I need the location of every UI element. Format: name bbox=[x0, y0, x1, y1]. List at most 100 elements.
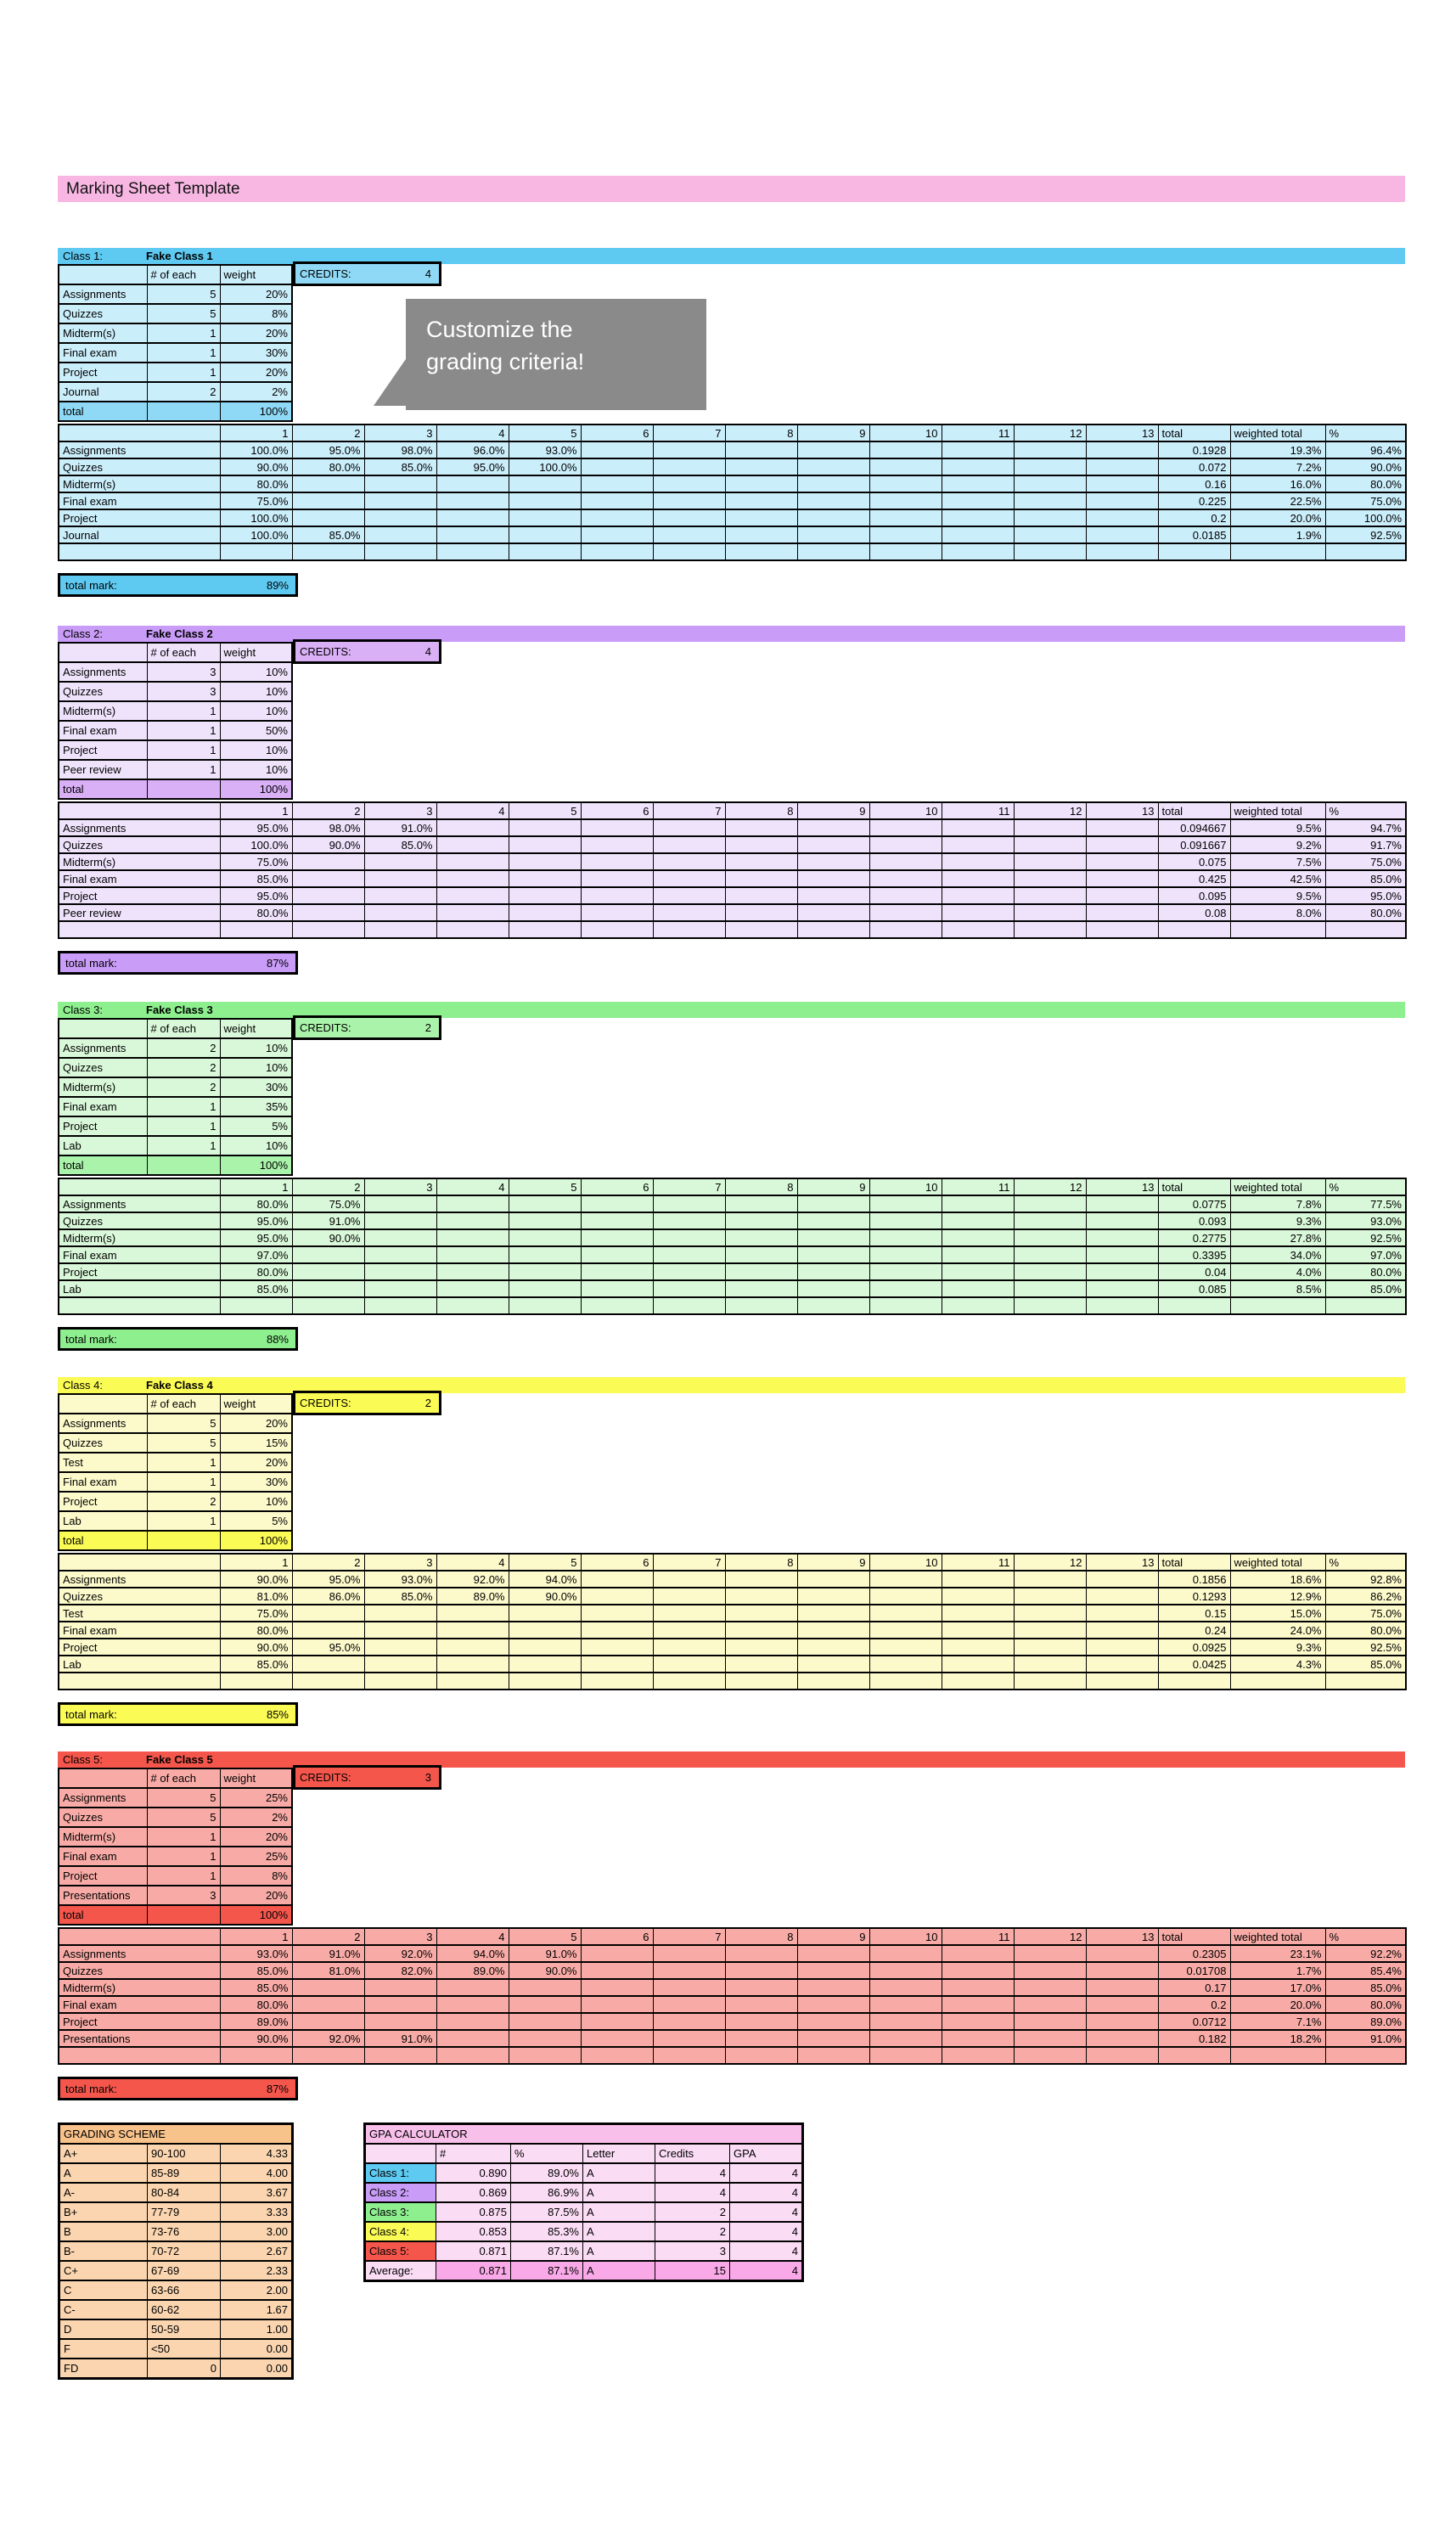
score-cell[interactable]: 85.0% bbox=[219, 1978, 293, 1997]
score-cell[interactable] bbox=[796, 818, 870, 837]
score-cell[interactable] bbox=[1085, 1961, 1159, 1980]
score-cell[interactable] bbox=[724, 1212, 798, 1230]
category-count-cell[interactable]: 1 bbox=[146, 342, 221, 363]
grade-gpa-cell[interactable]: 2.00 bbox=[219, 2280, 294, 2301]
score-cell[interactable]: 95.0% bbox=[291, 1638, 365, 1656]
score-cell[interactable]: 100.0% bbox=[219, 835, 293, 854]
score-cell[interactable] bbox=[724, 1262, 798, 1281]
score-cell[interactable] bbox=[796, 1604, 870, 1622]
grade-range-cell[interactable]: 0 bbox=[147, 2358, 221, 2380]
score-cell[interactable] bbox=[796, 509, 870, 527]
category-count-cell[interactable]: 2 bbox=[146, 1491, 221, 1512]
score-cell[interactable] bbox=[363, 1655, 437, 1673]
score-cell[interactable] bbox=[436, 1978, 509, 1997]
score-cell[interactable]: 85.0% bbox=[363, 458, 437, 476]
score-cell[interactable] bbox=[1013, 492, 1087, 510]
score-cell[interactable] bbox=[724, 1279, 798, 1298]
category-weight-cell[interactable]: 20% bbox=[219, 284, 293, 305]
score-cell[interactable] bbox=[508, 886, 582, 905]
score-cell[interactable]: 89.0% bbox=[436, 1961, 509, 1980]
score-cell[interactable] bbox=[941, 1279, 1015, 1298]
category-count-cell[interactable]: 5 bbox=[146, 303, 221, 324]
score-cell[interactable] bbox=[1085, 818, 1159, 837]
score-cell[interactable]: 97.0% bbox=[219, 1245, 293, 1264]
score-cell[interactable]: 90.0% bbox=[219, 1570, 293, 1588]
score-cell[interactable] bbox=[508, 1229, 582, 1247]
score-cell[interactable] bbox=[508, 869, 582, 888]
category-weight-cell[interactable]: 10% bbox=[219, 739, 293, 761]
score-cell[interactable]: 85.0% bbox=[219, 1961, 293, 1980]
score-cell[interactable] bbox=[1085, 509, 1159, 527]
score-cell[interactable] bbox=[1013, 1279, 1087, 1298]
score-cell[interactable] bbox=[1085, 1212, 1159, 1230]
grade-gpa-cell[interactable]: 3.67 bbox=[219, 2182, 294, 2203]
category-weight-cell[interactable]: 10% bbox=[219, 1037, 293, 1059]
score-cell[interactable] bbox=[363, 1995, 437, 2014]
score-cell[interactable] bbox=[652, 1604, 726, 1622]
score-cell[interactable] bbox=[652, 475, 726, 493]
score-cell[interactable] bbox=[1013, 886, 1087, 905]
score-cell[interactable] bbox=[580, 2012, 654, 2031]
score-cell[interactable] bbox=[508, 852, 582, 871]
category-count-cell[interactable]: 2 bbox=[146, 1037, 221, 1059]
score-cell[interactable] bbox=[1085, 1655, 1159, 1673]
category-count-cell[interactable]: 5 bbox=[146, 1807, 221, 1828]
score-cell[interactable] bbox=[1013, 1195, 1087, 1213]
score-cell[interactable]: 93.0% bbox=[219, 1944, 293, 1963]
score-cell[interactable] bbox=[796, 2012, 870, 2031]
score-cell[interactable] bbox=[1013, 1229, 1087, 1247]
score-cell[interactable] bbox=[724, 1655, 798, 1673]
score-cell[interactable] bbox=[1013, 1587, 1087, 1605]
category-count-cell[interactable]: 1 bbox=[146, 1116, 221, 1137]
credits-value[interactable]: 4 bbox=[424, 267, 431, 280]
score-cell[interactable] bbox=[291, 852, 365, 871]
score-cell[interactable] bbox=[869, 1604, 942, 1622]
score-cell[interactable] bbox=[363, 1604, 437, 1622]
score-cell[interactable] bbox=[508, 526, 582, 544]
score-cell[interactable] bbox=[869, 492, 942, 510]
score-cell[interactable] bbox=[436, 526, 509, 544]
category-count-cell[interactable]: 1 bbox=[146, 323, 221, 344]
score-cell[interactable] bbox=[291, 509, 365, 527]
score-cell[interactable] bbox=[1085, 903, 1159, 922]
score-cell[interactable] bbox=[291, 475, 365, 493]
score-cell[interactable] bbox=[796, 903, 870, 922]
score-cell[interactable] bbox=[1085, 1944, 1159, 1963]
score-cell[interactable] bbox=[436, 1638, 509, 1656]
score-cell[interactable] bbox=[869, 509, 942, 527]
score-cell[interactable] bbox=[580, 1245, 654, 1264]
score-cell[interactable] bbox=[869, 1262, 942, 1281]
score-cell[interactable]: 90.0% bbox=[508, 1587, 582, 1605]
gpa-credits-cell[interactable]: 2 bbox=[655, 2201, 730, 2223]
category-weight-cell[interactable]: 10% bbox=[219, 1491, 293, 1512]
score-cell[interactable] bbox=[580, 2029, 654, 2048]
score-cell[interactable] bbox=[724, 1995, 798, 2014]
score-cell[interactable] bbox=[724, 1570, 798, 1588]
score-cell[interactable] bbox=[796, 1978, 870, 1997]
category-count-cell[interactable]: 1 bbox=[146, 739, 221, 761]
score-cell[interactable] bbox=[363, 886, 437, 905]
score-cell[interactable] bbox=[724, 1978, 798, 1997]
score-cell[interactable] bbox=[724, 1944, 798, 1963]
score-cell[interactable] bbox=[436, 509, 509, 527]
grade-range-cell[interactable]: 67-69 bbox=[147, 2260, 221, 2281]
score-cell[interactable] bbox=[724, 441, 798, 459]
score-cell[interactable] bbox=[508, 1195, 582, 1213]
score-cell[interactable] bbox=[869, 1944, 942, 1963]
score-cell[interactable] bbox=[363, 475, 437, 493]
score-cell[interactable] bbox=[941, 1212, 1015, 1230]
score-cell[interactable] bbox=[291, 869, 365, 888]
score-cell[interactable] bbox=[796, 835, 870, 854]
grade-range-cell[interactable]: 50-59 bbox=[147, 2319, 221, 2340]
score-cell[interactable] bbox=[724, 1638, 798, 1656]
score-cell[interactable] bbox=[291, 2012, 365, 2031]
score-cell[interactable] bbox=[291, 1262, 365, 1281]
score-cell[interactable] bbox=[869, 1570, 942, 1588]
category-weight-cell[interactable]: 8% bbox=[219, 303, 293, 324]
score-cell[interactable] bbox=[724, 1229, 798, 1247]
score-cell[interactable] bbox=[796, 1570, 870, 1588]
score-cell[interactable]: 90.0% bbox=[291, 835, 365, 854]
score-cell[interactable]: 91.0% bbox=[363, 818, 437, 837]
score-cell[interactable]: 90.0% bbox=[291, 1229, 365, 1247]
score-cell[interactable]: 81.0% bbox=[291, 1961, 365, 1980]
